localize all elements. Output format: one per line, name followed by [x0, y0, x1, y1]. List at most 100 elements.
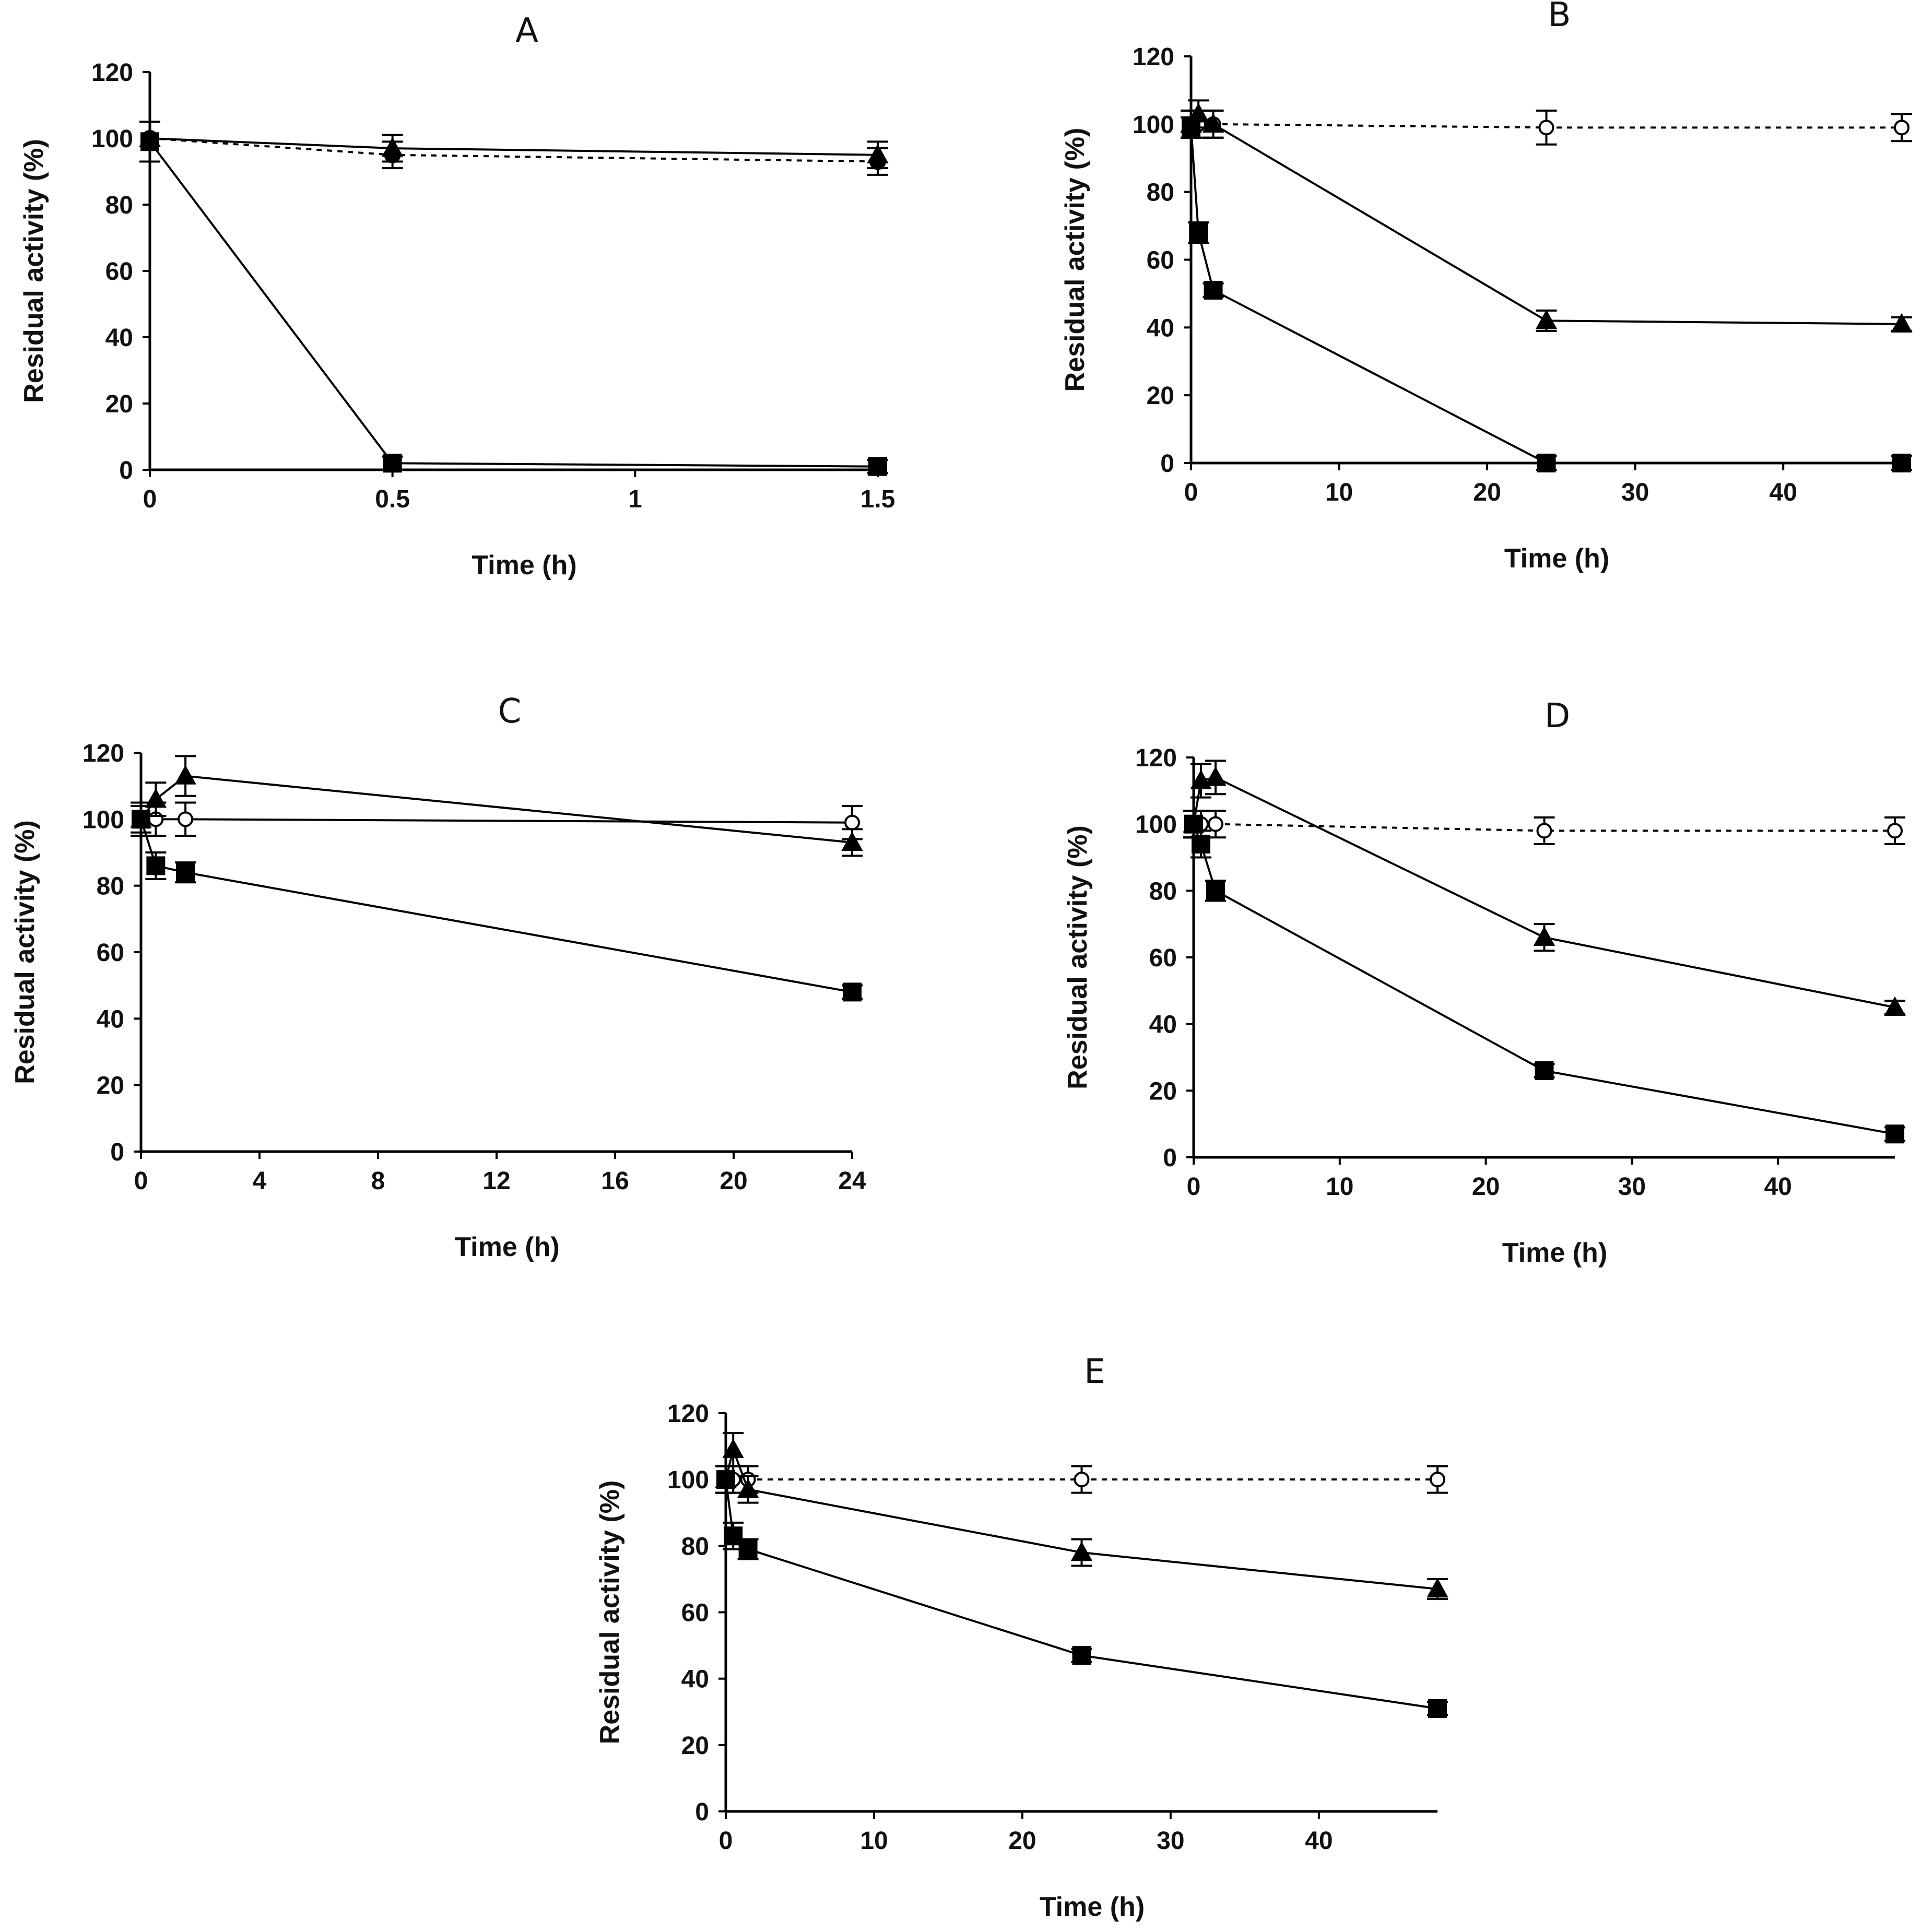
y-tick-label: 20 — [1147, 382, 1174, 410]
data-point-triangle — [174, 765, 196, 785]
x-tick-label: 4 — [253, 1167, 267, 1195]
x-tick-label: 0 — [143, 485, 157, 513]
x-tick-label: 1 — [628, 485, 642, 513]
y-tick-label: 60 — [105, 258, 133, 286]
x-tick-label: 16 — [601, 1167, 629, 1195]
data-point-circle — [1887, 823, 1903, 839]
y-tick-label: 100 — [667, 1466, 709, 1494]
y-tick-label: 120 — [1135, 744, 1177, 772]
y-tick-label: 120 — [1133, 43, 1174, 71]
panel-title: E — [1084, 1353, 1105, 1391]
x-tick-label: 20 — [1008, 1827, 1036, 1855]
y-tick-label: 120 — [91, 59, 133, 87]
data-point-triangle — [1891, 313, 1913, 333]
x-tick-label: 40 — [1305, 1827, 1333, 1855]
y-tick-label: 40 — [105, 324, 133, 352]
panel-d: D 0 20 40 60 80 100 120 0 10 20 30 40 Time (h) Residua… — [1063, 697, 1906, 1268]
data-point-triangle — [841, 831, 863, 851]
data-point-square — [1535, 1061, 1554, 1081]
panel-b: B 0 20 40 60 80 100 120 0 10 20 30 40 Time (h) Residua… — [1060, 0, 1913, 574]
data-point-square — [868, 457, 887, 476]
y-tick-label: 0 — [695, 1798, 709, 1826]
data-point-circle — [844, 814, 860, 831]
y-tick-label: 0 — [1163, 1144, 1177, 1172]
x-tick-label: 0.5 — [375, 485, 410, 513]
x-tick-label: 10 — [860, 1827, 888, 1855]
data-point-square — [843, 982, 862, 1002]
panel-title: D — [1545, 697, 1570, 736]
data-point-square — [1182, 118, 1200, 137]
y-tick-label: 20 — [681, 1732, 709, 1760]
data-point-square — [1428, 1699, 1447, 1718]
x-tick-label: 20 — [1473, 479, 1501, 506]
panel-e: E 0 20 40 60 80 100 120 0 10 20 30 40 Time (h) Residua… — [595, 1353, 1448, 1922]
data-point-triangle — [1202, 113, 1224, 133]
y-tick-label: 120 — [83, 740, 124, 767]
x-tick-label: 30 — [1157, 1827, 1184, 1855]
data-point-square — [724, 1526, 743, 1546]
panel-a: A 0 20 40 60 80 100 120 0 0.5 1 1.5 Time (h) Residual… — [19, 11, 895, 580]
y-tick-label: 100 — [83, 806, 124, 834]
x-tick-label: 12 — [482, 1167, 510, 1195]
series-line-triangle — [140, 775, 853, 844]
y-tick-label: 20 — [1149, 1077, 1177, 1105]
panel-title: C — [498, 692, 522, 731]
data-point-circle — [1074, 1472, 1090, 1488]
series-line-square — [149, 141, 878, 468]
y-tick-label: 0 — [119, 457, 133, 484]
y-tick-label: 80 — [1147, 179, 1174, 207]
x-tick-label: 0 — [719, 1827, 733, 1855]
x-tick-label: 10 — [1326, 1173, 1353, 1201]
y-tick-label: 60 — [97, 939, 124, 967]
data-point-square — [176, 863, 195, 882]
data-point-square — [140, 132, 159, 151]
x-tick-label: 40 — [1769, 479, 1797, 506]
data-point-square — [1206, 881, 1225, 900]
y-tick-label: 80 — [97, 873, 124, 900]
data-point-circle — [1536, 823, 1552, 839]
y-tick-label: 60 — [1149, 944, 1177, 972]
data-point-square — [716, 1470, 735, 1489]
x-tick-label: 24 — [838, 1167, 866, 1195]
data-point-square — [1885, 1124, 1904, 1144]
data-point-circle — [178, 811, 194, 827]
x-tick-label: 0 — [1184, 479, 1198, 506]
y-tick-label: 120 — [667, 1400, 709, 1428]
series-square — [1181, 116, 1912, 472]
series-circle — [131, 801, 863, 840]
series-triangle — [1183, 760, 1906, 1016]
data-point-triangle — [145, 788, 167, 808]
y-axis-title: Residual activity (%) — [1063, 825, 1093, 1089]
y-tick-label: 100 — [91, 125, 133, 153]
y-tick-label: 0 — [110, 1139, 124, 1166]
x-tick-label: 30 — [1621, 479, 1649, 506]
data-point-circle — [1538, 120, 1554, 136]
x-axis-title: Time (h) — [1504, 543, 1609, 574]
series-circle — [1181, 109, 1912, 146]
data-point-triangle — [381, 137, 404, 157]
y-tick-label: 80 — [105, 192, 133, 219]
y-tick-label: 40 — [1149, 1011, 1177, 1039]
series-triangle — [130, 755, 863, 857]
x-tick-label: 20 — [720, 1167, 747, 1195]
x-axis-title: Time (h) — [1502, 1238, 1607, 1268]
data-point-square — [1072, 1646, 1091, 1665]
series-triangle — [139, 127, 889, 170]
x-tick-label: 40 — [1764, 1173, 1792, 1201]
series-line-circle — [141, 818, 853, 824]
y-tick-label: 100 — [1133, 111, 1174, 139]
y-tick-label: 60 — [681, 1599, 709, 1627]
series-line-square — [725, 1479, 1438, 1710]
data-point-square — [1189, 223, 1208, 242]
y-tick-label: 40 — [97, 1005, 124, 1033]
data-point-triangle — [867, 144, 889, 163]
data-point-triangle — [1205, 766, 1227, 786]
series-square — [715, 1465, 1448, 1718]
y-tick-label: 100 — [1135, 811, 1177, 839]
x-tick-label: 0 — [1187, 1173, 1201, 1201]
y-tick-label: 60 — [1147, 247, 1174, 275]
series-square — [1183, 810, 1905, 1144]
series-square — [139, 121, 888, 476]
x-axis-title: Time (h) — [1040, 1892, 1145, 1922]
